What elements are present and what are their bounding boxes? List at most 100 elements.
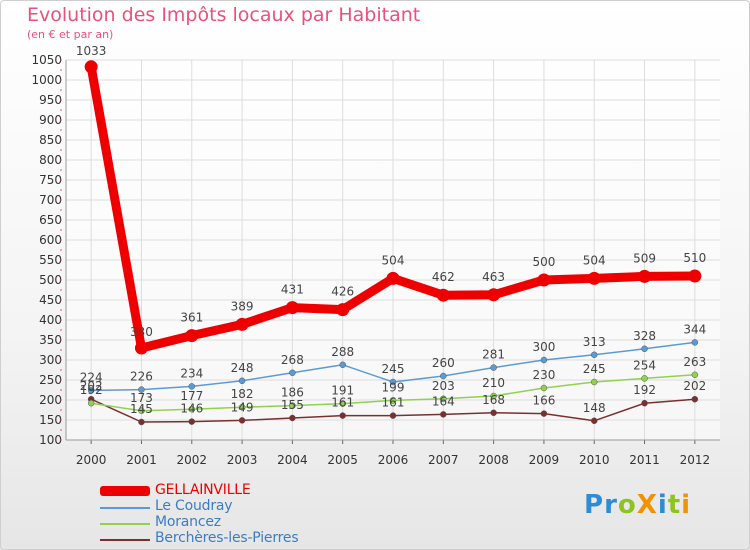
data-point: [235, 317, 249, 331]
data-label: 186: [281, 386, 304, 400]
data-point: [641, 399, 648, 407]
y-tick-label: 250: [39, 373, 62, 387]
logo-letter: o: [617, 490, 637, 520]
x-tick-label: 2007: [428, 453, 459, 467]
data-point: [289, 414, 296, 422]
data-point: [238, 417, 246, 424]
legend-swatch: [100, 486, 150, 496]
data-label: 145: [130, 402, 153, 416]
data-label: 463: [482, 270, 505, 284]
data-label: 146: [180, 402, 203, 416]
legend-swatch: [100, 523, 150, 525]
data-point: [389, 412, 397, 419]
data-label: 182: [231, 387, 254, 401]
data-point: [87, 387, 95, 394]
data-point: [537, 273, 551, 287]
data-label: 164: [432, 394, 455, 408]
data-point: [87, 399, 95, 407]
data-point: [540, 356, 548, 364]
data-label: 230: [532, 368, 555, 382]
y-tick-label: 800: [39, 153, 62, 167]
x-tick-label: 2011: [629, 453, 660, 467]
data-point: [188, 405, 196, 413]
data-label: 192: [633, 383, 656, 397]
y-tick-label: 850: [39, 133, 62, 147]
data-label: 509: [633, 251, 656, 265]
logo-letter: r: [604, 490, 618, 520]
data-label: 510: [683, 251, 706, 265]
y-tick-label: 450: [39, 293, 62, 307]
legend-label: Berchères-les-Pierres: [155, 530, 299, 546]
data-point: [540, 384, 548, 392]
data-point: [138, 418, 145, 426]
data-label: 161: [331, 396, 354, 410]
data-point: [440, 395, 447, 403]
data-point: [440, 411, 447, 418]
data-point: [638, 269, 652, 283]
data-label: 330: [130, 325, 153, 339]
data-label: 281: [482, 348, 505, 362]
y-tick-label: 400: [39, 313, 62, 327]
y-tick-label: 1000: [31, 73, 62, 87]
data-label: 263: [683, 355, 706, 369]
data-label: 155: [281, 398, 304, 412]
x-tick-label: 2002: [176, 453, 207, 467]
data-label: 504: [382, 253, 405, 267]
data-point: [84, 60, 98, 74]
x-tick-label: 2000: [76, 453, 107, 467]
data-point: [641, 345, 648, 353]
data-label: 361: [180, 311, 203, 325]
chart-title: Evolution des Impôts locaux par Habitant: [27, 4, 421, 26]
data-point: [185, 329, 199, 343]
x-tick-label: 2003: [227, 453, 258, 467]
logo-letter: i: [657, 490, 668, 520]
x-tick-label: 2004: [277, 453, 308, 467]
data-point: [386, 271, 400, 285]
data-point: [285, 301, 299, 315]
data-label: 500: [532, 255, 555, 269]
y-tick-label: 200: [39, 393, 62, 407]
data-point: [540, 410, 548, 417]
data-point: [238, 403, 246, 411]
data-point: [490, 409, 497, 417]
data-point: [590, 351, 598, 359]
data-point: [339, 400, 346, 407]
data-label: 177: [180, 389, 203, 403]
y-tick-label: 350: [39, 333, 62, 347]
data-label: 226: [130, 370, 153, 384]
legend-label: Morancez: [155, 514, 221, 530]
data-point: [289, 369, 296, 377]
data-point: [188, 383, 196, 390]
data-label: 426: [331, 285, 354, 299]
data-label: 245: [382, 362, 405, 376]
data-label: 166: [532, 394, 555, 408]
data-point: [238, 377, 246, 385]
data-label: 173: [130, 391, 153, 405]
data-point: [590, 378, 598, 386]
data-label: 199: [382, 380, 405, 394]
data-point: [490, 364, 497, 371]
y-tick-label: 600: [39, 233, 62, 247]
data-point: [339, 361, 346, 369]
line-chart: 100 150 200 250 300 350 400 450 500 550 600 650 700 7…: [31, 44, 720, 467]
legend-swatch: [100, 539, 150, 541]
data-point: [440, 372, 447, 380]
data-point: [487, 288, 501, 302]
data-label: 224: [80, 370, 103, 384]
chart-subtitle: (en € et par an): [27, 28, 114, 41]
data-point: [691, 339, 699, 346]
data-label: 191: [331, 384, 354, 398]
data-point: [336, 303, 350, 317]
data-point: [688, 269, 702, 283]
data-label: 210: [482, 376, 505, 390]
data-point: [138, 386, 145, 393]
data-point: [339, 412, 346, 419]
logo-letter: t: [667, 490, 682, 520]
y-tick-label: 900: [39, 113, 62, 127]
x-tick-label: 2008: [478, 453, 509, 467]
data-label: 245: [583, 362, 606, 376]
legend-swatch: [100, 507, 150, 509]
data-label: 328: [633, 329, 656, 343]
data-label: 203: [432, 379, 455, 393]
data-point: [134, 341, 148, 355]
